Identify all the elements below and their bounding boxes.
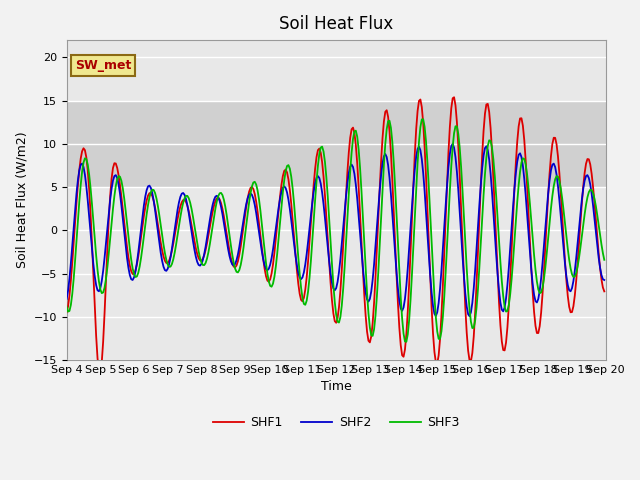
- SHF3: [339, 286, 347, 291]
- Line: SHF1: SHF1: [67, 97, 604, 373]
- SHF1: [63, 309, 70, 315]
- SHF1: [600, 288, 608, 294]
- SHF1: [447, 106, 455, 111]
- SHF2: [449, 141, 456, 147]
- Title: Soil Heat Flux: Soil Heat Flux: [279, 15, 394, 33]
- Line: SHF2: SHF2: [67, 144, 604, 316]
- SHF3: [63, 304, 70, 310]
- SHF3: [419, 117, 427, 122]
- SHF2: [599, 276, 607, 282]
- Text: SW_met: SW_met: [75, 59, 131, 72]
- SHF1: [99, 339, 107, 345]
- Legend: SHF1, SHF2, SHF3: SHF1, SHF2, SHF3: [207, 411, 465, 434]
- SHF2: [529, 281, 536, 287]
- SHF2: [98, 278, 106, 284]
- Line: SHF3: SHF3: [67, 120, 604, 342]
- SHF2: [81, 172, 89, 178]
- SHF1: [340, 217, 348, 223]
- Bar: [67, 101, 605, 187]
- SHF2: [600, 277, 608, 283]
- Y-axis label: Soil Heat Flux (W/m2): Soil Heat Flux (W/m2): [15, 132, 28, 268]
- SHF1: [529, 289, 536, 295]
- SHF3: [600, 257, 608, 263]
- SHF2: [466, 313, 474, 319]
- SHF3: [449, 144, 456, 150]
- SHF3: [81, 156, 89, 161]
- SHF2: [446, 151, 454, 157]
- SHF2: [63, 296, 70, 302]
- SHF1: [97, 370, 104, 376]
- SHF1: [81, 147, 89, 153]
- SHF3: [599, 250, 607, 256]
- SHF1: [451, 95, 458, 100]
- SHF2: [339, 225, 347, 231]
- X-axis label: Time: Time: [321, 381, 351, 394]
- SHF3: [529, 236, 536, 241]
- SHF3: [98, 290, 106, 296]
- SHF1: [599, 285, 607, 290]
- SHF3: [403, 339, 410, 345]
